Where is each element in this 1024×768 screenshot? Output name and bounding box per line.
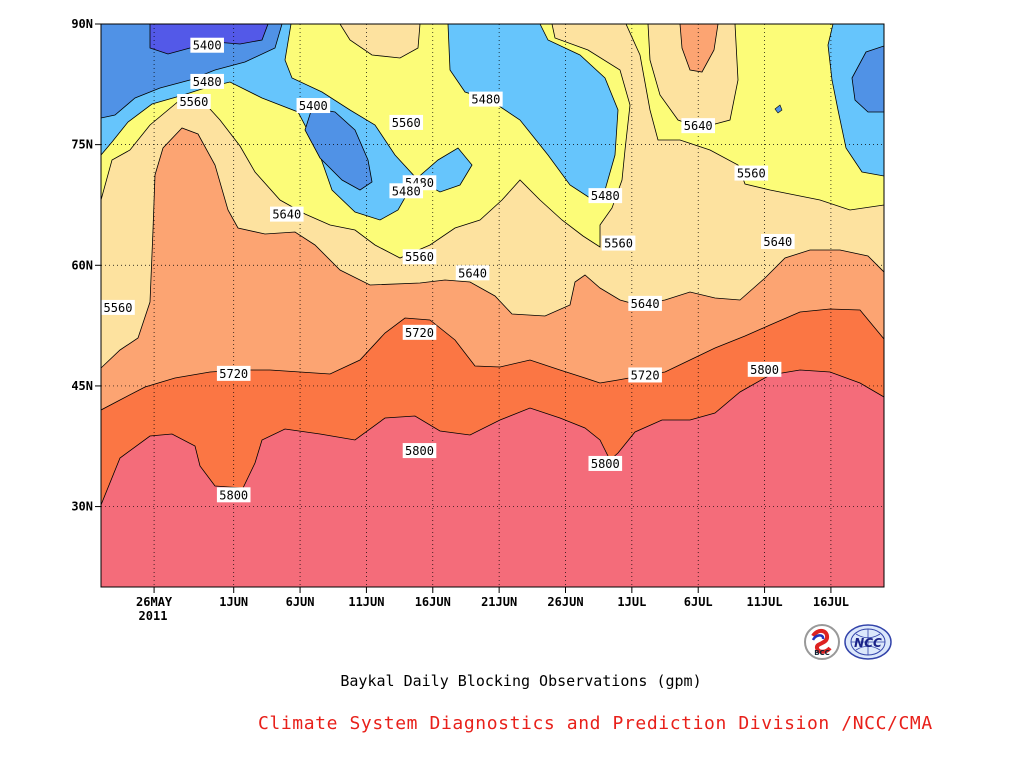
contour-label: 5480	[588, 188, 623, 204]
y-tick-label: 75N	[71, 138, 93, 152]
band-5400-east	[851, 45, 884, 113]
svg-text:5560: 5560	[104, 301, 133, 315]
contour-label: 5800	[588, 455, 623, 471]
svg-text:5640: 5640	[763, 235, 792, 249]
svg-text:5480: 5480	[591, 189, 620, 203]
contour-label: 5400	[296, 98, 331, 114]
y-tick-label: 90N	[71, 17, 93, 31]
grid-lines	[101, 24, 884, 587]
x-tick-label: 6JUN	[286, 595, 315, 609]
svg-text:5720: 5720	[631, 368, 660, 382]
contour-label: 5640	[761, 233, 795, 249]
svg-text:5560: 5560	[604, 237, 633, 251]
svg-text:BCC: BCC	[814, 649, 830, 657]
x-tick-label: 11JUL	[746, 595, 782, 609]
y-tick-label: 30N	[71, 500, 93, 514]
x-tick-label: 26MAY	[136, 595, 173, 609]
contour-label: 5640	[681, 118, 716, 134]
svg-text:5640: 5640	[272, 208, 301, 222]
contour-label: 5800	[216, 487, 251, 503]
contour-label: 5560	[101, 299, 135, 315]
svg-text:5800: 5800	[750, 363, 779, 377]
svg-text:5720: 5720	[405, 326, 434, 340]
contour-label: 5480	[190, 73, 224, 89]
svg-text:5560: 5560	[737, 167, 766, 181]
contour-label: 5560	[177, 94, 211, 110]
svg-text:5800: 5800	[591, 457, 620, 471]
svg-text:5480: 5480	[193, 75, 222, 89]
x-tick-label: 11JUN	[348, 595, 384, 609]
contour-label: 5720	[216, 365, 251, 381]
svg-text:5640: 5640	[458, 266, 487, 280]
chart-title: Baykal Daily Blocking Observations (gpm)	[340, 672, 702, 690]
y-axis: 30N 45N 60N 75N 90N	[71, 17, 101, 514]
bcc-logo: BCC	[804, 624, 840, 660]
band-5720-pocket	[679, 24, 719, 73]
contour-label: 5480	[389, 183, 424, 199]
svg-text:5640: 5640	[684, 119, 713, 133]
plot-frame	[100, 23, 885, 588]
contour-label: 5560	[601, 235, 636, 251]
contour-label: 5560	[402, 249, 437, 265]
x-tick-label: 26JUN	[547, 595, 583, 609]
contour-label: 5800	[402, 443, 437, 459]
svg-text:5640: 5640	[631, 297, 660, 311]
y-tick-label: 45N	[71, 379, 93, 393]
svg-text:5560: 5560	[392, 116, 421, 130]
svg-text:5720: 5720	[219, 367, 248, 381]
x-tick-label: 21JUN	[481, 595, 517, 609]
x-tick-label: 6JUL	[684, 595, 713, 609]
contour-label: 5640	[455, 265, 490, 281]
svg-text:5400: 5400	[299, 99, 328, 113]
x-year-label: 2011	[139, 609, 168, 623]
svg-text:5400: 5400	[193, 39, 222, 53]
band-5400	[101, 24, 283, 119]
svg-text:5800: 5800	[219, 488, 248, 502]
svg-text:5800: 5800	[405, 444, 434, 458]
contour-label: 5800	[747, 361, 782, 377]
contour-label: 5640	[269, 206, 304, 222]
contour-label: 5640	[628, 295, 662, 311]
svg-text:5560: 5560	[405, 250, 434, 264]
svg-text:5480: 5480	[471, 93, 500, 107]
x-axis: 26MAY 1JUN 6JUN 11JUN 16JUN 21JUN 26JUN 1JUL 6JU…	[136, 587, 849, 609]
contour-label: 5480	[469, 91, 503, 107]
x-tick-label: 1JUL	[617, 595, 646, 609]
band-5400-island	[304, 107, 373, 191]
x-tick-label: 16JUN	[415, 595, 451, 609]
band-5640-pocket	[339, 24, 421, 59]
source-caption: Climate System Diagnostics and Predictio…	[258, 713, 933, 734]
band-5400-dot	[774, 104, 783, 114]
y-tick-label: 60N	[71, 258, 93, 272]
x-tick-label: 1JUN	[219, 595, 248, 609]
svg-text:5560: 5560	[179, 95, 208, 109]
x-tick-label: 16JUL	[813, 595, 849, 609]
svg-text:5480: 5480	[392, 184, 421, 198]
contour-label: 5560	[389, 114, 424, 130]
contour-label: 5720	[402, 324, 437, 340]
ncc-logo: NCC	[844, 624, 892, 660]
contour-label: 5720	[628, 367, 662, 383]
svg-text:NCC: NCC	[854, 636, 882, 650]
contour-label: 5560	[734, 165, 769, 181]
contour-label: 5400	[190, 37, 224, 53]
